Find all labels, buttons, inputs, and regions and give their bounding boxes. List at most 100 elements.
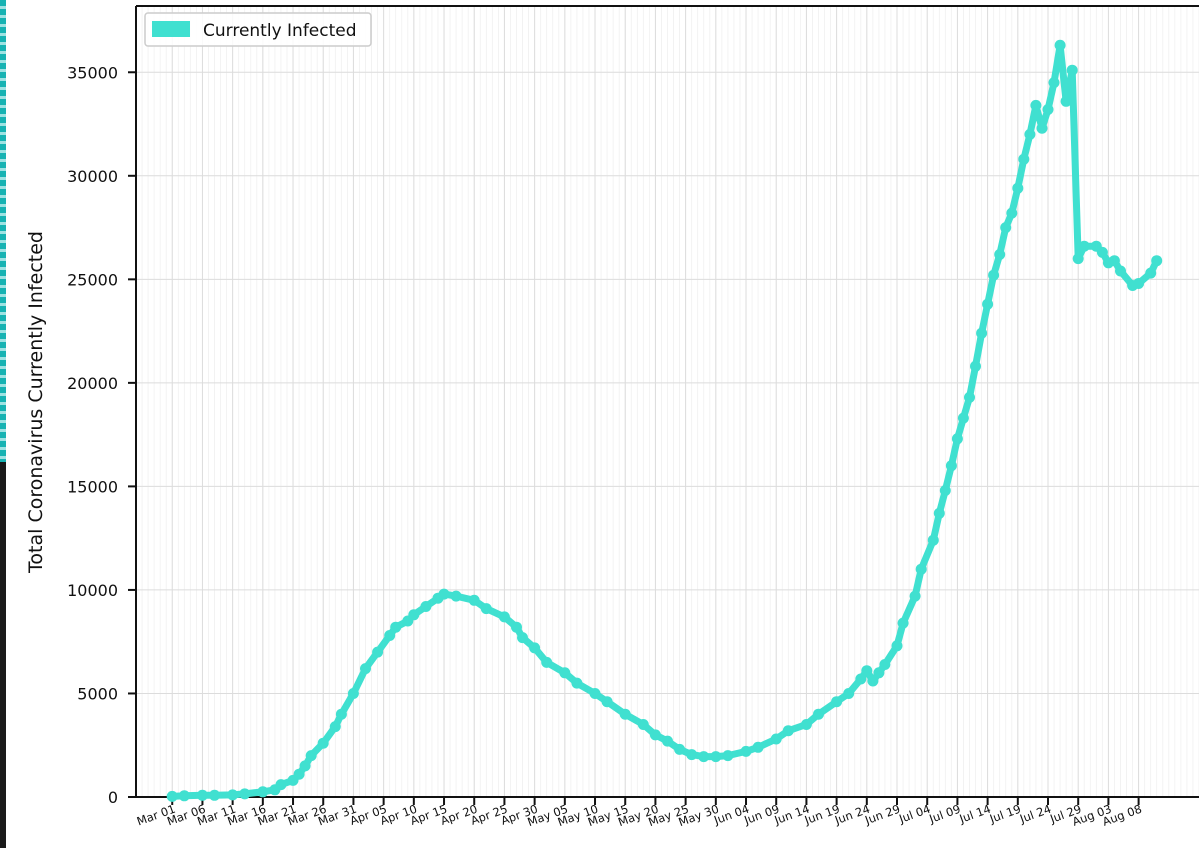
data-point (831, 696, 843, 708)
data-point (1048, 77, 1060, 89)
data-point (1030, 99, 1042, 111)
data-point (468, 594, 480, 606)
data-point (275, 779, 287, 791)
data-point (855, 673, 867, 685)
data-point (800, 719, 812, 730)
data-point (752, 741, 764, 753)
data-point (637, 719, 649, 730)
data-point (390, 621, 402, 633)
data-point (662, 735, 673, 747)
data-point (329, 721, 341, 733)
grid (135, 6, 1199, 798)
data-point (257, 786, 269, 798)
data-point (1060, 95, 1072, 107)
legend-box (144, 12, 372, 47)
data-point (861, 665, 873, 677)
data-point (450, 590, 462, 602)
data-point (1006, 207, 1018, 219)
data-point (408, 609, 420, 621)
data-point (335, 708, 347, 720)
data-point (1000, 222, 1012, 234)
y-tick-label: 10000 (67, 581, 118, 600)
data-point (438, 588, 450, 600)
data-point (879, 659, 891, 670)
y-tick-label: 15000 (67, 477, 118, 496)
window-edge-accent (0, 0, 6, 462)
data-point (511, 621, 522, 633)
data-point (970, 360, 981, 372)
data-point (619, 708, 631, 720)
data-point (994, 249, 1006, 260)
data-point (813, 708, 824, 720)
data-point (227, 789, 239, 801)
data-point (988, 269, 1000, 281)
data-point (1133, 278, 1145, 289)
data-point (166, 790, 178, 802)
data-point (740, 745, 752, 757)
data-point (867, 675, 879, 687)
data-point (891, 640, 903, 652)
data-point (686, 749, 698, 761)
window-edge-dark (0, 462, 6, 848)
data-point (1108, 255, 1120, 267)
data-point (933, 507, 945, 519)
data-point (843, 688, 855, 699)
data-point (915, 563, 927, 575)
legend: Currently Infected (144, 12, 372, 47)
data-point (1036, 122, 1048, 134)
data-point (964, 391, 975, 403)
y-tick-label: 0 (108, 788, 118, 807)
data-point (976, 327, 988, 339)
data-point (589, 688, 601, 699)
data-point (372, 646, 384, 658)
y-tick-label: 25000 (67, 270, 118, 289)
data-point (873, 667, 885, 679)
data-point (957, 412, 969, 424)
data-point (196, 789, 208, 801)
data-point (1018, 153, 1030, 165)
y-tick-label: 35000 (67, 63, 118, 82)
data-point (1151, 255, 1163, 267)
window-edge-strip (0, 0, 6, 848)
data-point (299, 760, 311, 772)
data-point (1096, 246, 1108, 258)
data-point (951, 433, 963, 445)
data-point (541, 656, 553, 668)
data-point (305, 750, 317, 762)
data-point (529, 642, 541, 654)
y-axis-ticks: 0 5000 10000 15000 20000 25000 30000 35000 (67, 63, 136, 807)
data-point (927, 534, 939, 546)
data-point (782, 725, 794, 737)
data-point (559, 667, 571, 679)
data-point (347, 688, 359, 699)
data-point (939, 485, 951, 496)
data-point (498, 611, 510, 623)
data-point (982, 298, 994, 310)
data-point (770, 733, 782, 745)
data-point (1078, 240, 1090, 252)
axes (135, 5, 1199, 798)
data-point (710, 751, 722, 763)
data-point (317, 737, 329, 749)
y-tick-label: 5000 (77, 684, 118, 703)
data-point (360, 663, 371, 675)
legend-swatch (152, 21, 190, 37)
series-line (168, 41, 1161, 800)
data-point (601, 696, 613, 708)
y-tick-label: 20000 (67, 374, 118, 393)
data-point (1072, 253, 1084, 265)
data-point (480, 603, 492, 615)
series-currently-infected (166, 39, 1163, 802)
data-point (698, 751, 710, 763)
data-point (674, 743, 686, 755)
data-point (1024, 128, 1036, 140)
data-point (1012, 182, 1024, 194)
data-point (517, 632, 528, 644)
data-point (384, 630, 396, 641)
data-point (420, 601, 432, 612)
data-point (909, 590, 921, 602)
y-axis-label: Total Coronavirus Currently Infected (25, 231, 47, 574)
data-point (293, 768, 305, 780)
